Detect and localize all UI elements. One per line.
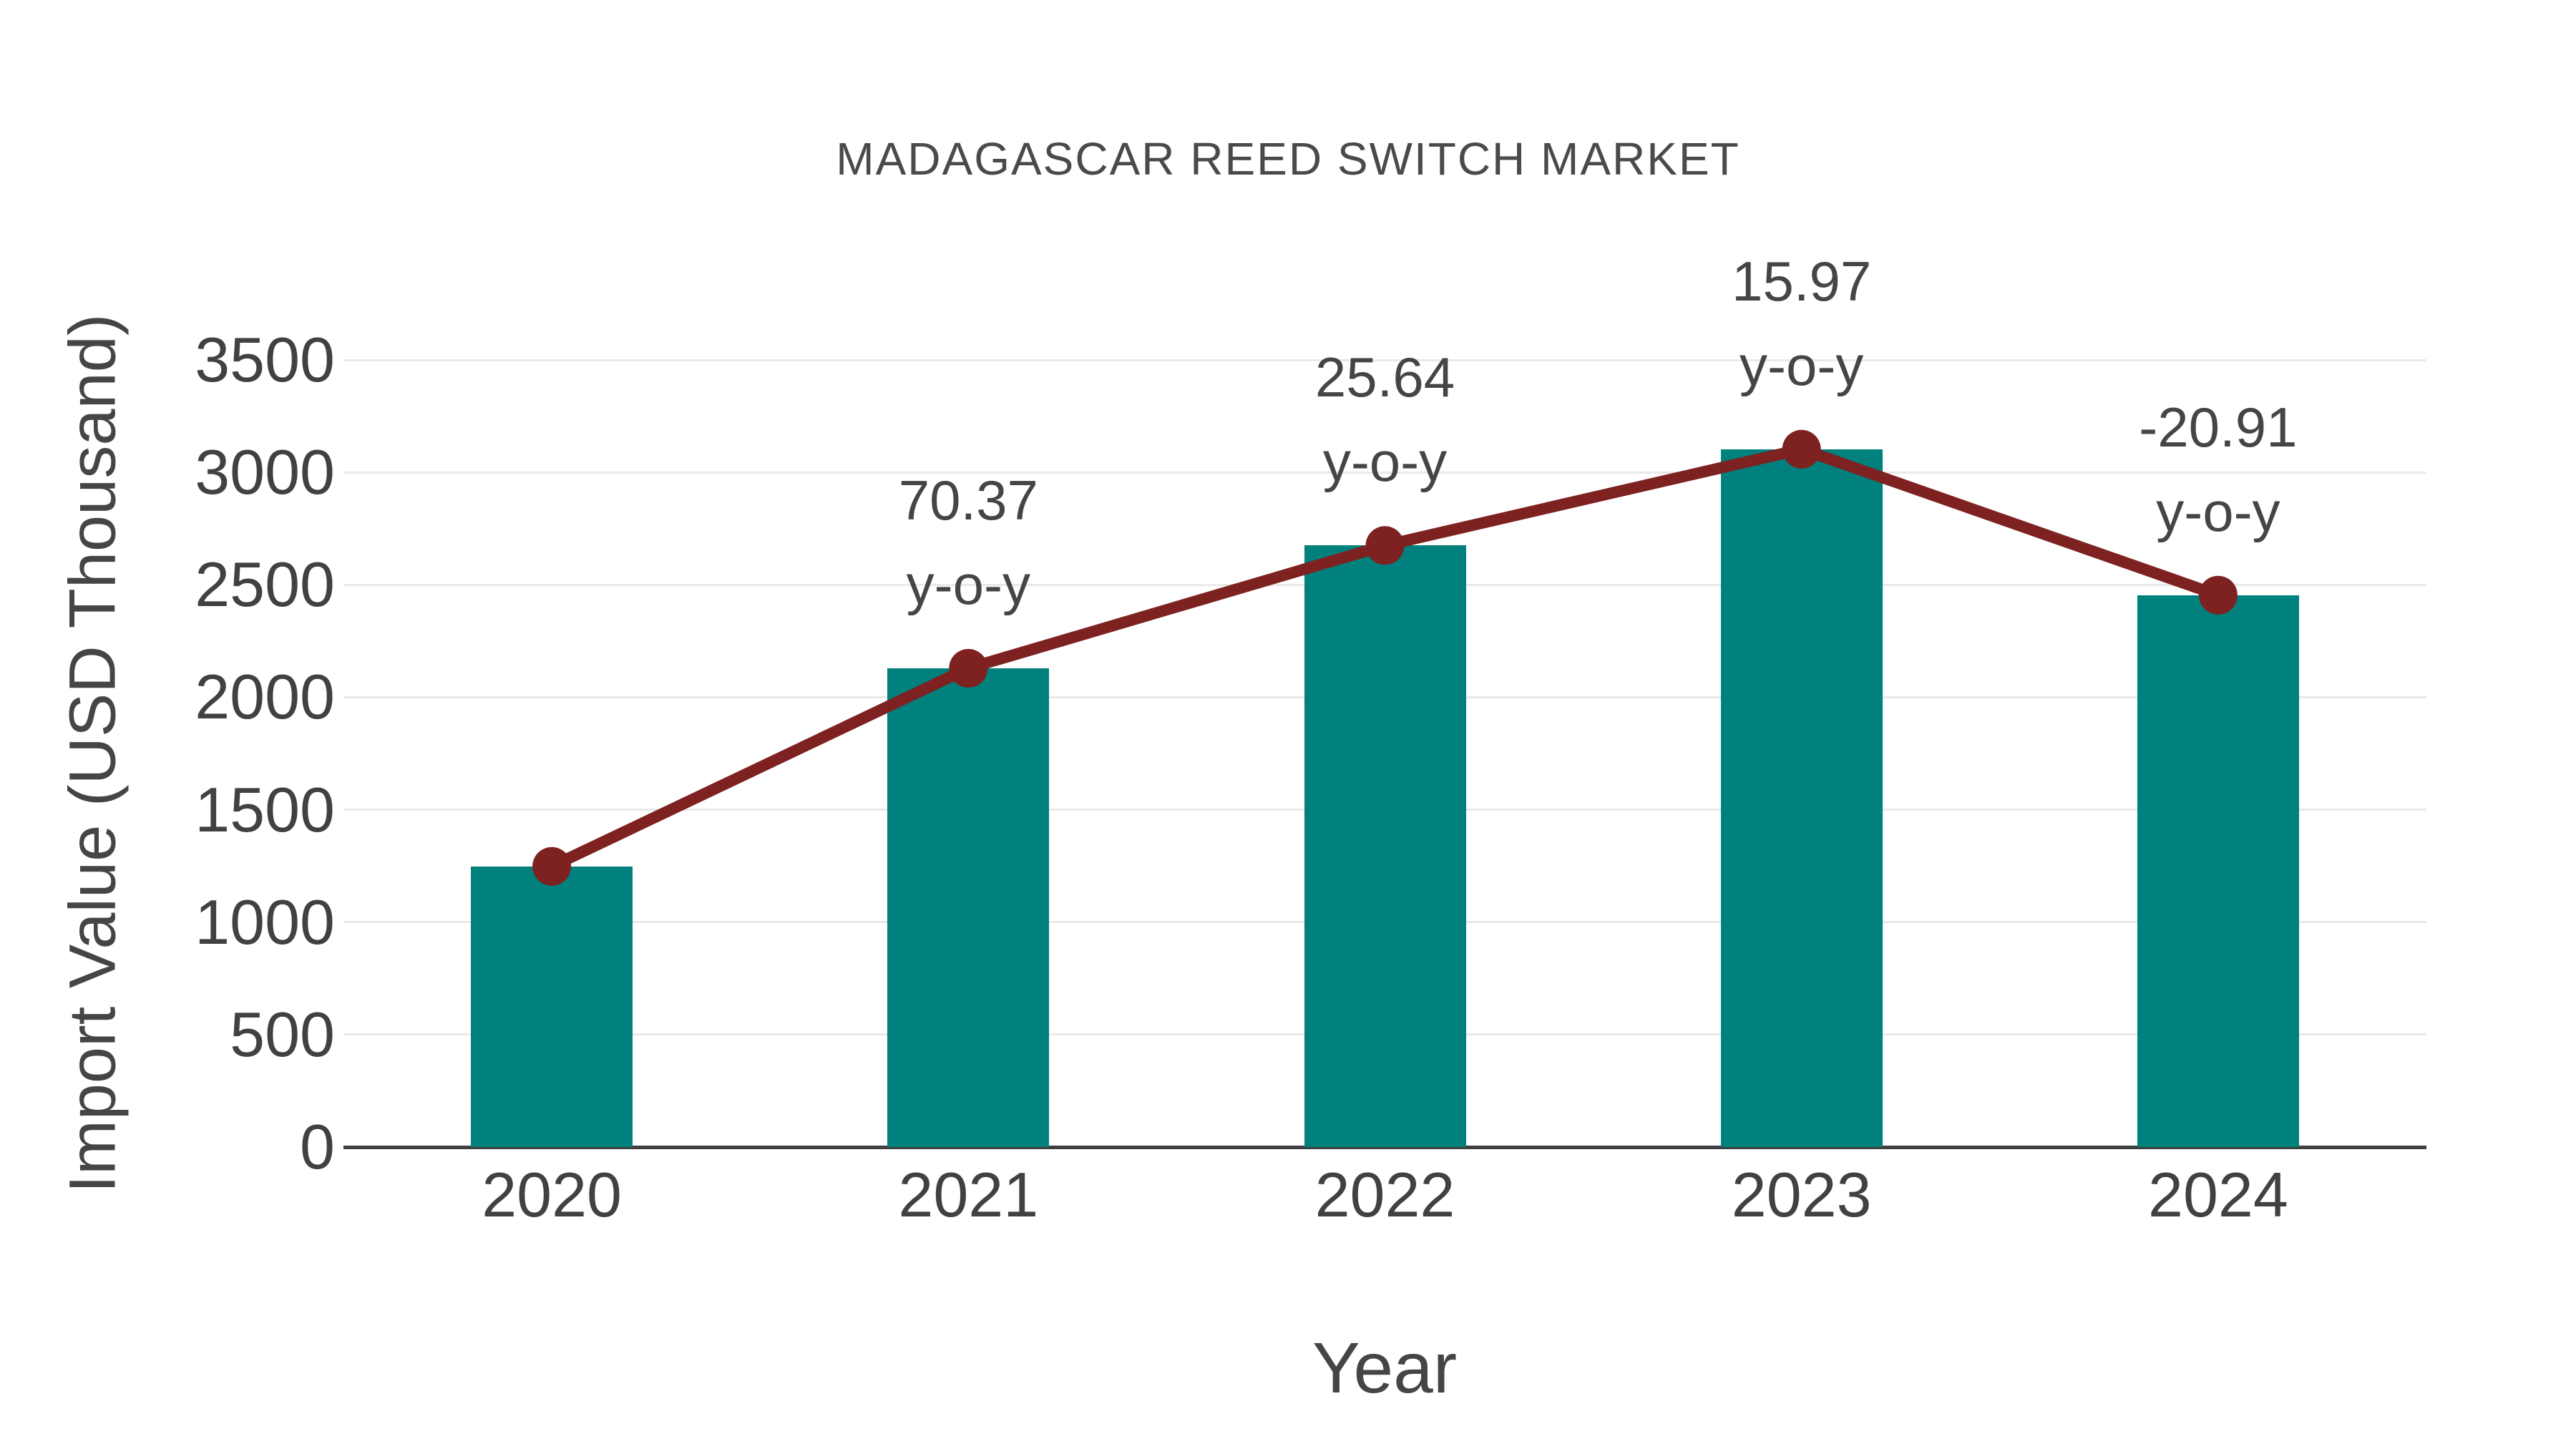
annotation-suffix-2021: y-o-y (906, 552, 1030, 616)
line-marker-2023 (1782, 429, 1821, 469)
y-tick-label-0: 0 (300, 1111, 335, 1182)
annotation-value-2021: 70.37 (898, 468, 1038, 532)
x-tick-label-2022: 2022 (1314, 1159, 1455, 1230)
annotation-2024: -20.91 y-o-y (1989, 385, 2447, 554)
annotation-2023: 15.97 y-o-y (1573, 239, 2031, 408)
y-tick-label-2500: 2500 (195, 549, 335, 620)
annotation-2022: 25.64 y-o-y (1156, 335, 1614, 504)
y-tick-label-3000: 3000 (195, 436, 335, 508)
y-tick-label-1000: 1000 (195, 886, 335, 957)
gridline-3500 (343, 358, 2426, 361)
annotation-value-2024: -20.91 (2139, 395, 2298, 459)
y-tick-label-1500: 1500 (195, 774, 335, 845)
annotation-suffix-2023: y-o-y (1740, 333, 1864, 397)
x-axis-line (343, 1146, 2426, 1149)
annotation-value-2023: 15.97 (1732, 249, 1872, 313)
x-tick-label-2024: 2024 (2148, 1159, 2288, 1230)
annotation-value-2022: 25.64 (1314, 346, 1455, 409)
y-tick-label-500: 500 (230, 998, 335, 1070)
bar-2023 (1720, 449, 1883, 1147)
y-tick-label-3500: 3500 (195, 324, 335, 395)
y-tick-label-2000: 2000 (195, 661, 335, 733)
bar-2022 (1304, 545, 1466, 1147)
annotation-2021: 70.37 y-o-y (739, 458, 1197, 627)
bar-2024 (2137, 595, 2299, 1147)
gridline-3000 (343, 471, 2426, 474)
chart-title: MADAGASCAR REED SWITCH MARKET (836, 133, 1740, 185)
line-marker-2020 (532, 847, 572, 886)
line-marker-2022 (1365, 526, 1405, 565)
bar-2021 (887, 668, 1050, 1147)
bar-2020 (471, 866, 633, 1147)
line-marker-2024 (2198, 575, 2238, 615)
line-marker-2021 (949, 648, 988, 688)
annotation-suffix-2024: y-o-y (2156, 479, 2280, 543)
x-tick-label-2020: 2020 (482, 1159, 622, 1230)
x-tick-label-2023: 2023 (1731, 1159, 1872, 1230)
x-axis-title: Year (1312, 1328, 1458, 1408)
x-tick-label-2021: 2021 (898, 1159, 1039, 1230)
annotation-suffix-2022: y-o-y (1322, 430, 1448, 494)
